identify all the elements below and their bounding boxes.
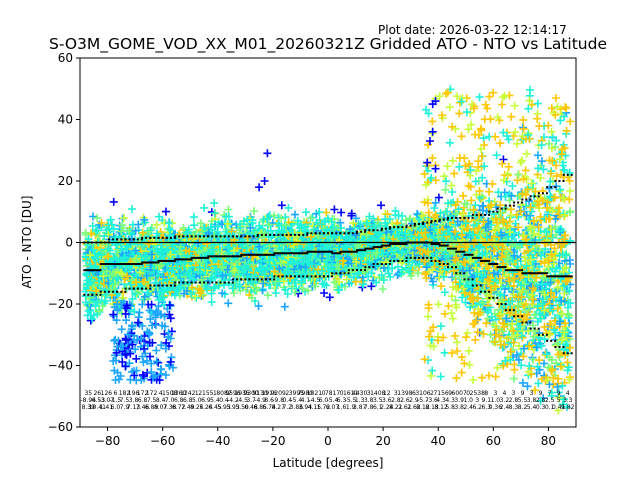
chart-title: S-O3M_GOME_VOD_XX_M01_20260321Z Gridded …: [48, 35, 607, 53]
scatter-point: [538, 157, 546, 166]
scatter-point: [377, 201, 385, 210]
scatter-point: [109, 197, 118, 206]
scatter-point: [378, 285, 387, 293]
scatter-point: [533, 151, 542, 160]
scatter-point: [556, 116, 565, 125]
scatter-point: [322, 208, 331, 217]
scatter-point: [291, 210, 299, 219]
scatter-point: [545, 184, 554, 193]
scatter-point: [430, 204, 439, 213]
scatter-point: [509, 374, 518, 383]
scatter-point: [325, 293, 334, 302]
scatter-point: [566, 208, 575, 217]
scatter-point: [189, 213, 198, 222]
scatter-point: [485, 187, 494, 196]
scatter-point: [200, 203, 209, 212]
scatter-point: [93, 213, 102, 222]
scatter-point: [471, 201, 480, 210]
scatter-point: [510, 365, 519, 374]
scatter-point: [337, 208, 346, 217]
scatter-point: [525, 197, 534, 206]
scatter-point: [210, 199, 219, 208]
scatter-point: [263, 291, 272, 300]
scatter-point: [566, 117, 575, 126]
scatter-point: [147, 308, 156, 317]
scatter-point: [89, 212, 97, 221]
scatter-point: [545, 139, 553, 148]
scatter-point: [351, 277, 360, 286]
scatter-point: [414, 269, 422, 278]
plot-date-label: Plot date: 2026-03-22 12:14:17: [378, 23, 567, 37]
scatter-point: [505, 196, 514, 205]
scatter-point: [207, 298, 216, 306]
scatter-point: [162, 207, 170, 216]
scatter-points: [81, 85, 575, 415]
scatter-point: [190, 221, 199, 230]
scatter-point: [120, 214, 128, 223]
scatter-point: [367, 282, 376, 291]
scatter-point: [280, 302, 289, 311]
scatter-point: [302, 208, 310, 217]
scatter-point: [320, 289, 329, 297]
scatter-point: [271, 289, 280, 297]
scatter-point: [514, 170, 523, 179]
scatter-point: [224, 205, 233, 214]
scatter-point: [540, 359, 548, 368]
scatter-point: [518, 378, 527, 387]
scatter-point: [128, 205, 136, 213]
scatter-point: [224, 299, 233, 308]
scatter-point: [566, 187, 574, 195]
scatter-point: [106, 215, 115, 224]
